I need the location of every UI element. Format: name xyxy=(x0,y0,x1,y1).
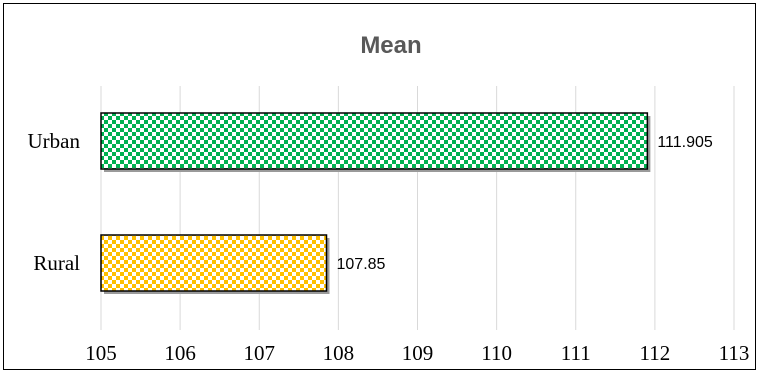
category-label-urban: Urban xyxy=(28,129,81,153)
chart-frame xyxy=(3,3,756,370)
x-tick-label: 108 xyxy=(323,341,355,365)
x-tick-label: 106 xyxy=(164,341,196,365)
bar-urban xyxy=(100,112,649,170)
bars xyxy=(100,112,651,294)
chart-title: Mean xyxy=(360,32,421,59)
x-tick-label: 111 xyxy=(561,341,591,365)
data-label-rural: 107.85 xyxy=(337,256,386,273)
bar-rural xyxy=(100,234,328,292)
x-tick-label: 110 xyxy=(481,341,512,365)
x-tick-label: 113 xyxy=(719,341,750,365)
x-axis-tick-labels: 105 106 107 108 109 110 111 112 113 xyxy=(85,341,749,365)
x-tick-label: 112 xyxy=(640,341,671,365)
x-tick-label: 105 xyxy=(85,341,117,365)
x-tick-label: 107 xyxy=(244,341,276,365)
category-labels: Urban Rural xyxy=(28,129,81,275)
category-label-rural: Rural xyxy=(33,251,80,275)
data-labels: 111.905 107.85 xyxy=(337,134,713,273)
x-tick-label: 109 xyxy=(402,341,434,365)
data-label-urban: 111.905 xyxy=(657,134,713,151)
